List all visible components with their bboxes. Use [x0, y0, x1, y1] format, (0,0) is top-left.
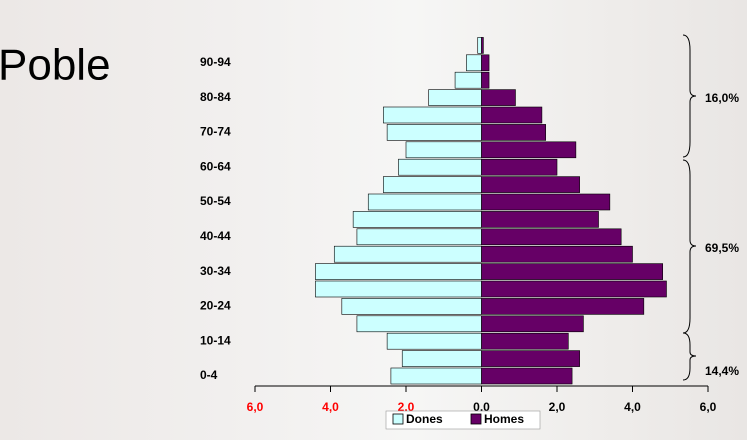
y-tick-label: 90-94 — [200, 55, 231, 69]
bar — [390, 367, 482, 385]
y-tick-label: 10-14 — [200, 333, 231, 347]
y-tick-label: 70-74 — [200, 125, 231, 139]
bar — [367, 193, 482, 211]
bar — [481, 54, 490, 72]
x-tick-label: 0,0 — [473, 400, 490, 414]
bar — [481, 367, 573, 385]
bar — [481, 280, 667, 298]
x-tick-label: 6,0 — [700, 400, 717, 414]
bar — [481, 193, 611, 211]
annotation: 14,4% — [705, 364, 739, 378]
brace — [682, 332, 697, 381]
bar — [352, 211, 482, 228]
bar — [481, 124, 546, 141]
x-tick-label: 2,0 — [549, 400, 566, 414]
bar — [315, 280, 482, 298]
bar — [341, 298, 482, 315]
bar — [356, 228, 482, 246]
y-tick-label: 20-24 — [200, 299, 231, 313]
x-tick-label: 4,0 — [624, 400, 641, 414]
annotation: 69,5% — [705, 241, 739, 255]
bar — [383, 106, 482, 124]
bar — [428, 89, 482, 106]
bar — [386, 124, 482, 141]
bar — [481, 298, 645, 315]
bar — [386, 332, 482, 350]
legend-label: Dones — [406, 412, 443, 426]
bar — [481, 141, 577, 159]
y-tick-label: 50-54 — [200, 194, 231, 208]
y-tick-label: 80-84 — [200, 90, 231, 104]
y-tick-label: 30-34 — [200, 264, 231, 278]
bar — [383, 176, 482, 193]
bar — [481, 106, 543, 124]
bar — [481, 228, 622, 246]
bar — [481, 245, 633, 263]
bar — [405, 141, 482, 159]
bar — [401, 350, 482, 367]
bar — [481, 89, 516, 106]
bar — [315, 263, 482, 280]
bar — [481, 315, 584, 333]
bar — [481, 176, 580, 193]
legend-swatch — [470, 413, 482, 425]
brace — [682, 34, 697, 158]
bar — [481, 37, 484, 54]
bar — [481, 158, 558, 176]
legend-swatch — [392, 413, 404, 425]
chart-title: Poble — [0, 41, 111, 90]
bar — [333, 245, 482, 263]
legend-label: Homes — [484, 412, 524, 426]
annotation: 16,0% — [705, 91, 739, 105]
y-tick-label: 60-64 — [200, 159, 231, 173]
bar — [481, 350, 580, 367]
legend-box — [385, 410, 541, 430]
bar — [481, 263, 663, 280]
bar — [481, 332, 569, 350]
bar — [398, 158, 482, 176]
y-tick-label: 40-44 — [200, 229, 231, 243]
x-tick-label: 4,0 — [322, 400, 339, 414]
bar — [481, 71, 490, 89]
bar — [477, 37, 482, 54]
y-tick-label: 0-4 — [200, 368, 218, 382]
bar — [454, 71, 482, 89]
brace — [682, 159, 697, 334]
bar — [466, 54, 482, 72]
bar — [481, 211, 599, 228]
x-tick-label: 6,0 — [247, 400, 264, 414]
bar — [356, 315, 482, 333]
x-tick-label: 2,0 — [398, 400, 415, 414]
